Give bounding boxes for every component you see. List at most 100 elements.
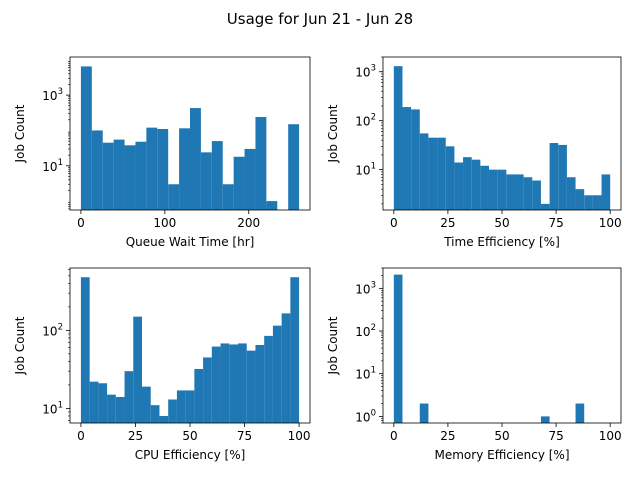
x-tick-label: 25 <box>440 216 455 230</box>
histogram-bar <box>146 127 158 210</box>
histogram-bar <box>266 201 278 210</box>
x-tick-label: 0 <box>77 216 85 230</box>
histogram-bar <box>115 397 125 423</box>
histogram-bar <box>393 66 403 210</box>
x-axis-label: Queue Wait Time [hr] <box>126 235 255 249</box>
x-tick-label: 100 <box>599 216 622 230</box>
histogram-bar <box>549 143 559 210</box>
x-tick-label: 50 <box>494 429 509 443</box>
histogram-bar <box>159 415 169 423</box>
x-axis-label: Memory Efficiency [%] <box>435 448 570 462</box>
axes-frame <box>69 56 311 211</box>
y-tick-label: 101 <box>355 162 376 178</box>
y-tick-label: 103 <box>42 87 63 103</box>
histogram-bar <box>211 346 221 423</box>
histogram-bar <box>222 184 234 210</box>
y-axis-label: Job Count <box>13 104 27 163</box>
histogram-bar <box>168 399 177 423</box>
y-tick-label: 103 <box>355 64 376 80</box>
histogram-bar <box>566 177 576 210</box>
histogram-bar <box>229 344 238 423</box>
x-tick-label: 100 <box>153 216 176 230</box>
histogram-bar <box>288 124 300 210</box>
histogram-bar <box>402 107 412 210</box>
histogram-bar <box>255 117 267 210</box>
histogram-bar <box>113 139 125 210</box>
y-tick-label: 102 <box>355 113 376 129</box>
histogram-bar <box>157 128 169 210</box>
x-tick-label: 200 <box>237 216 260 230</box>
histogram-bar <box>514 174 524 210</box>
histogram-bar <box>281 313 291 423</box>
histogram-bar <box>540 416 550 423</box>
histogram-bar <box>575 189 585 210</box>
histogram-bar <box>532 180 541 210</box>
histogram-bar <box>272 325 282 423</box>
histogram-bar <box>246 350 256 423</box>
x-axis-label: Time Efficiency [%] <box>443 235 560 249</box>
x-tick-label: 100 <box>288 429 311 443</box>
histogram-bar <box>200 152 212 210</box>
histogram-bar <box>463 157 472 210</box>
x-tick-label: 50 <box>494 216 509 230</box>
histogram-bar <box>190 108 201 210</box>
x-axis-label: CPU Efficiency [%] <box>135 448 246 462</box>
y-axis-label: Job Count <box>326 316 340 375</box>
histogram-bar <box>150 405 160 423</box>
panel-memory: 0 25 50 75 100 100 101 102 103 Memory Efficiency … <box>326 267 622 462</box>
y-tick-label: 102 <box>355 323 376 339</box>
x-tick-label: 0 <box>390 429 398 443</box>
y-axis-label: Job Count <box>326 104 340 163</box>
histogram-bar <box>203 357 212 423</box>
histogram-bar <box>238 343 247 423</box>
histogram-bar <box>135 141 147 210</box>
histogram-bar <box>244 148 256 210</box>
histogram-bar <box>179 128 190 210</box>
x-tick-label: 50 <box>182 429 197 443</box>
histogram-bar <box>454 162 464 210</box>
histogram-bar <box>89 381 99 423</box>
x-tick-label: 75 <box>548 216 563 230</box>
histogram-bar <box>194 368 204 423</box>
histogram-bar <box>419 133 429 210</box>
histogram-bar <box>592 195 602 210</box>
figure-title: Usage for Jun 21 - Jun 28 <box>227 10 413 28</box>
y-tick-label: 101 <box>42 400 63 416</box>
y-axis-label: Job Count <box>13 316 27 375</box>
histogram-bar <box>489 169 498 210</box>
histogram-bar <box>411 109 420 210</box>
histogram-bar <box>290 277 300 423</box>
axes-frame <box>382 267 622 424</box>
panel-time: 0 25 50 75 100 101 102 103 Time Efficiency [%] Jo… <box>326 56 622 249</box>
histogram-bar <box>480 165 490 210</box>
x-tick-label: 0 <box>390 216 398 230</box>
histogram-bar <box>185 390 195 423</box>
y-tick-label: 101 <box>42 158 63 174</box>
histogram-bar <box>584 195 593 210</box>
histogram-bar <box>523 177 533 210</box>
histogram-bar <box>497 169 507 210</box>
histogram-bar <box>133 316 142 423</box>
histogram-bar <box>80 277 90 423</box>
histogram-bar <box>558 144 567 210</box>
x-tick-label: 25 <box>440 429 455 443</box>
y-tick-label: 103 <box>355 280 376 296</box>
y-tick-label: 101 <box>355 366 376 382</box>
histogram-bar <box>506 174 515 210</box>
histogram-bar <box>220 343 230 423</box>
x-tick-label: 75 <box>237 429 252 443</box>
panels: 0 100 200 101 103 Queue Wait Time [hr] Job Cou… <box>13 56 622 462</box>
x-tick-label: 100 <box>599 429 622 443</box>
histogram-bar <box>255 344 265 423</box>
histogram-bar <box>168 184 180 210</box>
histogram-bar <box>540 203 550 210</box>
histogram-bar <box>176 390 186 423</box>
x-tick-label: 25 <box>128 429 143 443</box>
histogram-bar <box>102 142 114 210</box>
y-tick-label: 100 <box>355 408 376 424</box>
histogram-bar <box>91 130 103 210</box>
histogram-bar <box>107 394 116 423</box>
histogram-bar <box>142 386 151 423</box>
histogram-bar <box>124 371 134 423</box>
